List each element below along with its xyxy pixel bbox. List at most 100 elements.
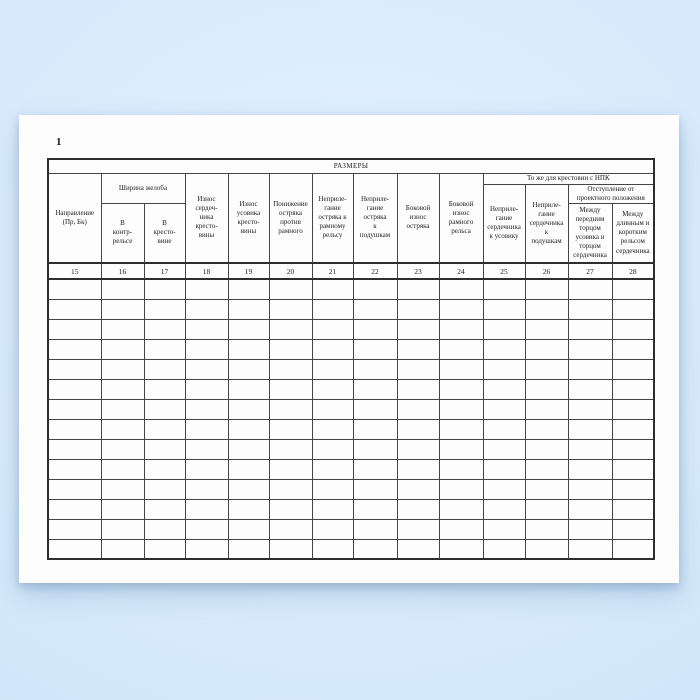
empty-cell [100, 518, 145, 540]
column-number: 19 [227, 262, 270, 281]
empty-cell [311, 418, 354, 440]
empty-cell [184, 438, 229, 460]
empty-cell [524, 458, 569, 480]
empty-cell [611, 538, 655, 560]
empty-cell [482, 358, 526, 380]
empty-cell [524, 358, 569, 380]
empty-cell [611, 498, 655, 520]
empty-cell [143, 538, 186, 560]
empty-cell [268, 398, 313, 420]
empty-cell [100, 378, 145, 400]
group-header-npk: То же для крестовин с НПК [482, 172, 655, 185]
empty-cell [47, 358, 102, 380]
column-number: 17 [143, 262, 186, 281]
empty-cell [611, 518, 655, 540]
col-header-groove-crossing: В кресто- вине [143, 202, 186, 264]
empty-cell [396, 478, 440, 500]
empty-cell [268, 518, 313, 540]
empty-cell [352, 398, 398, 420]
table-row [47, 358, 655, 380]
empty-cell [524, 378, 569, 400]
empty-cell [352, 338, 398, 360]
col-header-direction: Направление (Пр, Бк) [47, 172, 102, 264]
empty-cell [567, 418, 613, 440]
empty-cell [524, 278, 569, 300]
empty-cell [184, 418, 229, 440]
empty-cell [184, 298, 229, 320]
empty-cell [227, 458, 270, 480]
empty-cell [611, 358, 655, 380]
table-row [47, 498, 655, 520]
col-header-core-wear: Износ сердеч- ника кресто- вины [184, 172, 229, 264]
col-header-groove-counter-rail: В контр- рельсе [100, 202, 145, 264]
empty-cell [311, 478, 354, 500]
empty-cell [143, 478, 186, 500]
empty-cell [227, 378, 270, 400]
empty-cell [100, 478, 145, 500]
empty-cell [438, 518, 484, 540]
empty-cell [352, 438, 398, 460]
column-number: 18 [184, 262, 229, 281]
empty-cell [143, 378, 186, 400]
empty-cell [47, 298, 102, 320]
empty-cell [268, 438, 313, 460]
empty-cell [268, 538, 313, 560]
empty-cell [100, 418, 145, 440]
empty-cell [611, 458, 655, 480]
column-number: 27 [567, 262, 613, 281]
table-row [47, 318, 655, 340]
table-row [47, 438, 655, 460]
empty-cell [524, 498, 569, 520]
empty-cell [352, 518, 398, 540]
empty-cell [352, 298, 398, 320]
empty-cell [311, 358, 354, 380]
empty-cell [227, 538, 270, 560]
col-header-wing-rail-wear: Износ усовика кресто- вины [227, 172, 270, 264]
empty-cell [482, 298, 526, 320]
empty-cell [100, 338, 145, 360]
empty-cell [438, 278, 484, 300]
column-number: 22 [352, 262, 398, 281]
empty-cell [100, 458, 145, 480]
empty-cell [184, 398, 229, 420]
empty-cell [311, 298, 354, 320]
empty-cell [311, 378, 354, 400]
empty-cell [482, 458, 526, 480]
empty-cell [47, 498, 102, 520]
empty-cell [482, 518, 526, 540]
column-number: 15 [47, 262, 102, 281]
empty-cell [227, 318, 270, 340]
empty-cell [268, 418, 313, 440]
empty-cell [567, 338, 613, 360]
empty-cell [524, 418, 569, 440]
table-row [47, 418, 655, 440]
column-number: 20 [268, 262, 313, 281]
empty-cell [524, 518, 569, 540]
empty-cell [143, 458, 186, 480]
empty-cell [438, 398, 484, 420]
empty-cell [143, 338, 186, 360]
empty-cell [482, 438, 526, 460]
empty-cell [352, 318, 398, 340]
empty-cell [47, 318, 102, 340]
table-row [47, 298, 655, 320]
empty-cell [227, 298, 270, 320]
col-header-stock-rail-side-wear: Боковой износ рамного рельса [438, 172, 484, 264]
empty-cell [482, 418, 526, 440]
empty-cell [524, 398, 569, 420]
empty-cell [311, 398, 354, 420]
empty-cell [311, 538, 354, 560]
col-header-between-long-short-rails: Между длинным и коротким рельсом сердечн… [611, 202, 655, 264]
empty-cell [184, 358, 229, 380]
empty-cell [227, 498, 270, 520]
empty-cell [268, 358, 313, 380]
table-row [47, 538, 655, 560]
empty-cell [482, 538, 526, 560]
column-number-row: 15 16 17 18 19 20 21 22 23 24 25 26 27 2… [47, 262, 655, 281]
empty-cell [100, 318, 145, 340]
empty-cell [438, 338, 484, 360]
empty-cell [143, 278, 186, 300]
empty-cell [567, 398, 613, 420]
empty-cell [311, 278, 354, 300]
empty-cell [268, 298, 313, 320]
